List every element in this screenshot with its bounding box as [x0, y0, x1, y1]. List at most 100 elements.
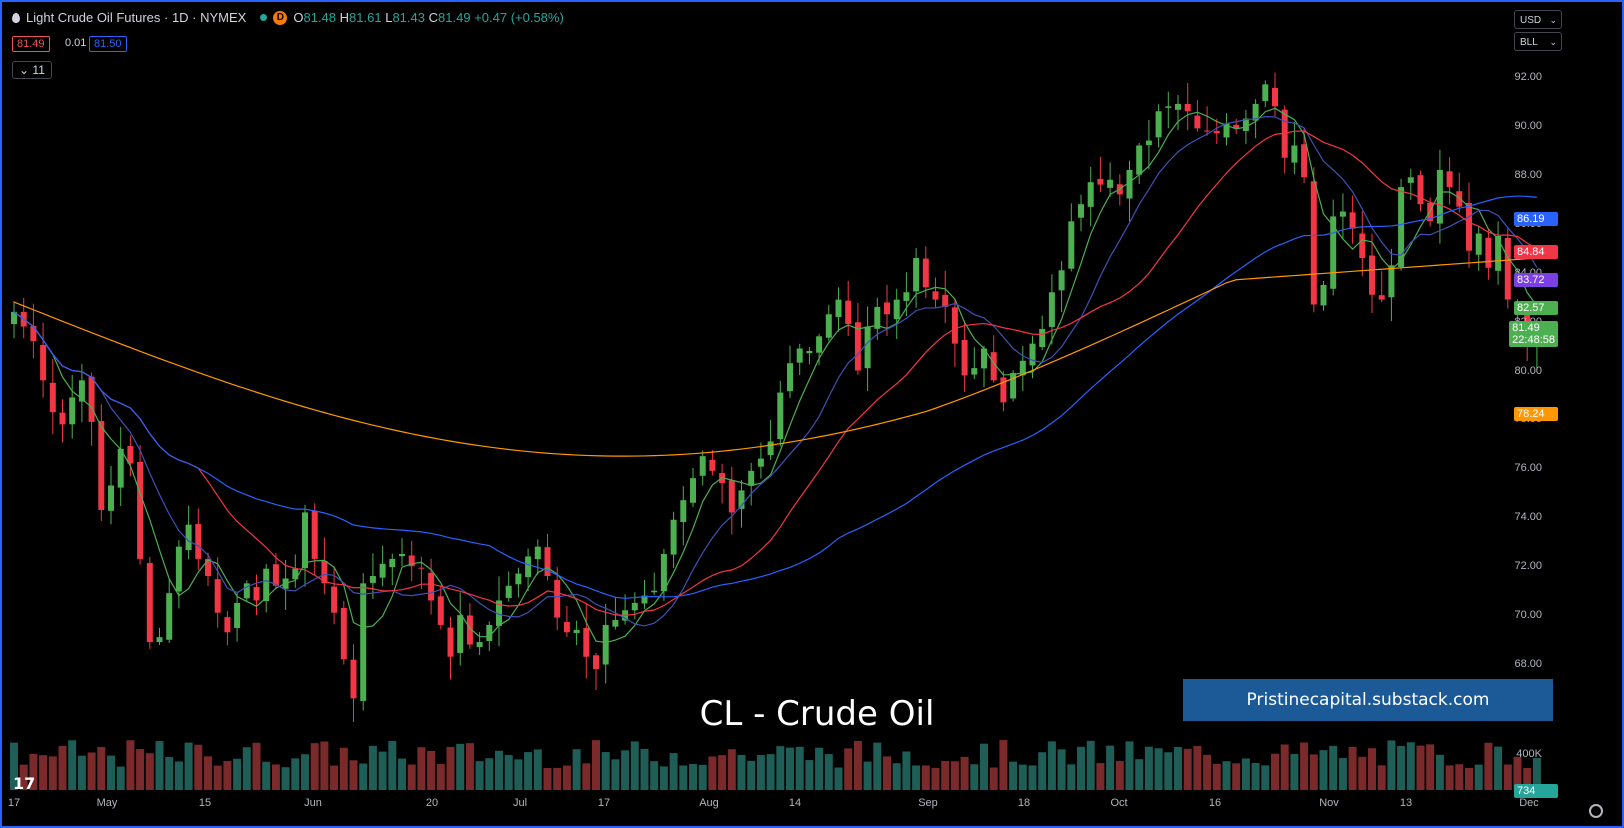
time-tick-label: Dec — [1519, 797, 1539, 809]
volume-bar — [960, 756, 969, 790]
price-tick-label: 80.00 — [1514, 364, 1542, 377]
time-tick-label: Sep — [918, 797, 938, 809]
volume-bar — [456, 743, 465, 790]
sell-price-button[interactable]: 81.49 — [12, 36, 50, 52]
candle-body — [272, 564, 279, 586]
volume-bar — [485, 758, 494, 790]
candle-body — [1155, 111, 1162, 138]
volume-bar — [1397, 745, 1406, 790]
price-tick-label: 72.00 — [1514, 560, 1542, 573]
volume-bar — [194, 744, 203, 790]
volume-bar — [1387, 740, 1396, 790]
volume-bar — [630, 741, 639, 790]
candle-body — [534, 546, 541, 560]
volume-bar — [126, 740, 135, 790]
volume-bar — [339, 747, 348, 790]
unit-select[interactable]: BLL ⌄ — [1514, 32, 1562, 51]
volume-bar — [863, 761, 872, 790]
ma-red-line — [13, 130, 1538, 617]
volume-bar — [1067, 764, 1076, 790]
candle-body — [1242, 118, 1249, 132]
candle-body — [253, 587, 260, 601]
candle-body — [1495, 236, 1502, 271]
volume-bar — [1513, 756, 1522, 790]
candle-body — [787, 363, 793, 392]
candle-body — [1417, 175, 1424, 205]
volume-bar — [737, 754, 746, 790]
symbol-header[interactable]: Light Crude Oil Futures · 1D · NYMEX D O… — [12, 10, 564, 25]
volume-bar — [553, 767, 562, 790]
volume-bar — [1523, 767, 1532, 790]
candle-body — [1378, 295, 1385, 300]
oil-drop-icon — [12, 12, 20, 23]
candle-body — [1272, 87, 1278, 107]
candle-body — [127, 446, 134, 464]
candle-body — [1029, 343, 1036, 366]
candle-body — [1078, 204, 1084, 218]
candle-body — [1446, 171, 1453, 188]
volume-bar — [29, 754, 38, 790]
candle-body — [1291, 145, 1298, 163]
candle-body — [651, 590, 658, 593]
volume-bar — [320, 741, 329, 790]
ohlc-readout: O81.48 H81.61 L81.43 C81.49 +0.47 (+0.58… — [293, 10, 564, 25]
tradingview-logo[interactable]: 17 — [13, 774, 36, 793]
volume-bar — [349, 760, 358, 790]
time-tick-label: 18 — [1017, 797, 1031, 809]
candle-body — [146, 563, 153, 643]
candle-body — [1262, 84, 1269, 102]
volume-bar — [1125, 741, 1134, 790]
volume-bar — [1174, 746, 1182, 790]
volume-bar — [1144, 746, 1153, 790]
volume-bar — [1300, 742, 1309, 790]
time-tick-label: Aug — [699, 797, 719, 809]
price-label: 78.24 — [1514, 406, 1558, 421]
volume-bar — [262, 761, 271, 790]
chart-title: CL - Crude Oil — [699, 694, 935, 734]
candle-body — [884, 302, 890, 315]
volume-bar — [475, 761, 484, 790]
volume-bar — [698, 764, 707, 790]
candle-body — [728, 480, 735, 513]
volume-bar — [1435, 754, 1444, 790]
candle-body — [185, 524, 192, 551]
time-tick-label: Jun — [304, 797, 322, 809]
candle-body — [1398, 187, 1405, 267]
candle-body — [1184, 103, 1191, 112]
volume-bar — [252, 742, 261, 790]
candle-body — [1213, 130, 1220, 134]
price-tick-label: 68.00 — [1514, 658, 1542, 671]
volume-bar — [679, 765, 688, 790]
volume-bar — [1251, 763, 1260, 790]
volume-bar — [1164, 752, 1173, 790]
candle-body — [1466, 202, 1472, 251]
volume-bar — [853, 740, 862, 790]
candle-body — [1388, 265, 1395, 298]
volume-bar — [1271, 753, 1279, 790]
candle-body — [1068, 221, 1075, 269]
gear-icon[interactable] — [1589, 804, 1603, 818]
candle-body — [583, 628, 590, 657]
currency-select[interactable]: USD ⌄ — [1514, 10, 1562, 29]
candle-body — [913, 258, 920, 292]
volume-bar — [174, 761, 183, 790]
symbol-title[interactable]: Light Crude Oil Futures · 1D · NYMEX — [26, 10, 247, 25]
candle-body — [137, 461, 144, 559]
candle-body — [660, 554, 667, 592]
volume-bar — [834, 767, 843, 790]
candle-body — [1058, 270, 1065, 291]
candle-body — [1165, 106, 1172, 108]
price-tick-label: 74.00 — [1514, 511, 1542, 524]
candle-body — [331, 586, 338, 613]
volume-bar — [136, 749, 145, 790]
volume-bar — [873, 742, 882, 790]
candle-body — [1136, 145, 1143, 175]
volume-bar — [48, 756, 57, 790]
indicators-toggle-button[interactable]: ⌄ 11 — [12, 61, 52, 79]
buy-price-button[interactable]: 81.50 — [89, 36, 127, 52]
volume-bar — [407, 764, 416, 790]
volume-bar — [1096, 763, 1105, 790]
candle-body — [767, 441, 774, 456]
volume-bar — [776, 746, 785, 790]
